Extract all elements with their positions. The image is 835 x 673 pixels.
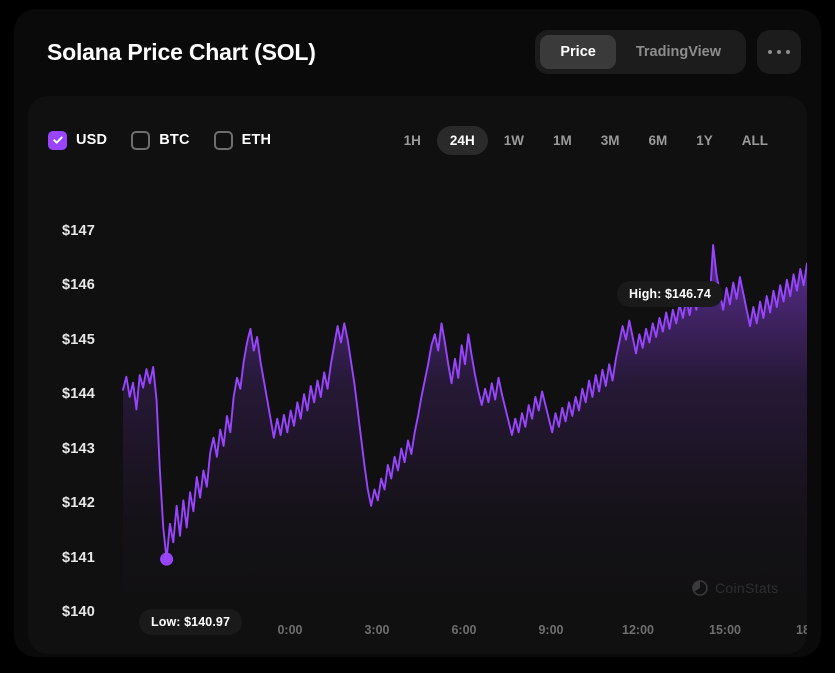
price-area-fill	[123, 244, 807, 612]
page-title: Solana Price Chart (SOL)	[47, 38, 316, 65]
checkbox-usd[interactable]	[48, 130, 67, 150]
view-toggle-group: Price TradingView	[535, 30, 746, 74]
y-tick-141: $141	[62, 549, 96, 566]
range-1m[interactable]: 1M	[540, 126, 585, 155]
y-tick-147: $147	[62, 222, 96, 239]
y-tick-140: $140	[62, 604, 96, 620]
tab-tradingview[interactable]: TradingView	[616, 35, 741, 69]
currency-option-btc[interactable]: BTC	[131, 130, 190, 150]
currency-option-eth[interactable]: ETH	[213, 130, 272, 150]
x-tick-5: 12:00	[622, 623, 654, 637]
tab-price[interactable]: Price	[540, 35, 616, 69]
time-range-group: 1H 24H 1W 1M 3M 6M 1Y ALL	[391, 125, 781, 155]
high-price-tooltip: High: $146.74	[617, 281, 723, 307]
range-6m[interactable]: 6M	[635, 126, 680, 155]
x-tick-4: 9:00	[538, 623, 564, 637]
watermark-label: CoinStats	[715, 580, 779, 596]
x-tick-1: 0:00	[277, 623, 303, 637]
checkbox-btc[interactable]	[131, 130, 151, 150]
price-line-chart	[122, 243, 807, 612]
low-price-tooltip: Low: $140.97	[139, 609, 243, 635]
x-tick-7: 18:00	[796, 623, 807, 637]
y-tick-145: $145	[62, 331, 96, 348]
currency-option-usd[interactable]: USD	[48, 130, 108, 150]
plot-area: $147 $146 $145 $144 $143 $142 $141 $140 …	[28, 184, 807, 654]
currency-selector-group: USD BTC ETH	[48, 130, 272, 150]
pie-chart-icon	[692, 580, 708, 596]
ellipsis-icon-dot-1	[767, 49, 773, 55]
currency-label-usd: USD	[76, 132, 108, 148]
y-tick-142: $142	[62, 495, 96, 512]
header-actions: Price TradingView	[535, 30, 801, 74]
check-icon	[52, 136, 63, 144]
x-tick-2: 3:00	[364, 623, 390, 637]
y-tick-143: $143	[62, 440, 96, 457]
range-1h[interactable]: 1H	[391, 126, 434, 155]
range-1w[interactable]: 1W	[491, 126, 537, 155]
x-tick-6: 15:00	[709, 623, 741, 637]
y-tick-146: $146	[62, 277, 96, 294]
card-header: Solana Price Chart (SOL) Price TradingVi…	[14, 9, 821, 95]
chart-panel: USD BTC ETH 1H 24H 1W 1M	[28, 96, 807, 654]
currency-label-btc: BTC	[159, 132, 190, 148]
ellipsis-icon-dot-3	[785, 49, 791, 55]
more-options-button[interactable]	[757, 30, 801, 74]
chart-card: Solana Price Chart (SOL) Price TradingVi…	[14, 9, 821, 657]
checkbox-eth[interactable]	[213, 130, 233, 150]
ellipsis-icon-dot-2	[776, 49, 782, 55]
y-tick-144: $144	[62, 386, 96, 403]
chart-controls: USD BTC ETH 1H 24H 1W 1M	[28, 96, 807, 184]
currency-label-eth: ETH	[241, 132, 272, 148]
range-all[interactable]: ALL	[729, 126, 781, 155]
x-tick-3: 6:00	[451, 623, 477, 637]
range-1y[interactable]: 1Y	[683, 126, 726, 155]
range-3m[interactable]: 3M	[588, 126, 633, 155]
coinstats-watermark: CoinStats	[692, 580, 778, 596]
low-point-marker	[160, 552, 174, 566]
range-24h[interactable]: 24H	[436, 125, 488, 155]
